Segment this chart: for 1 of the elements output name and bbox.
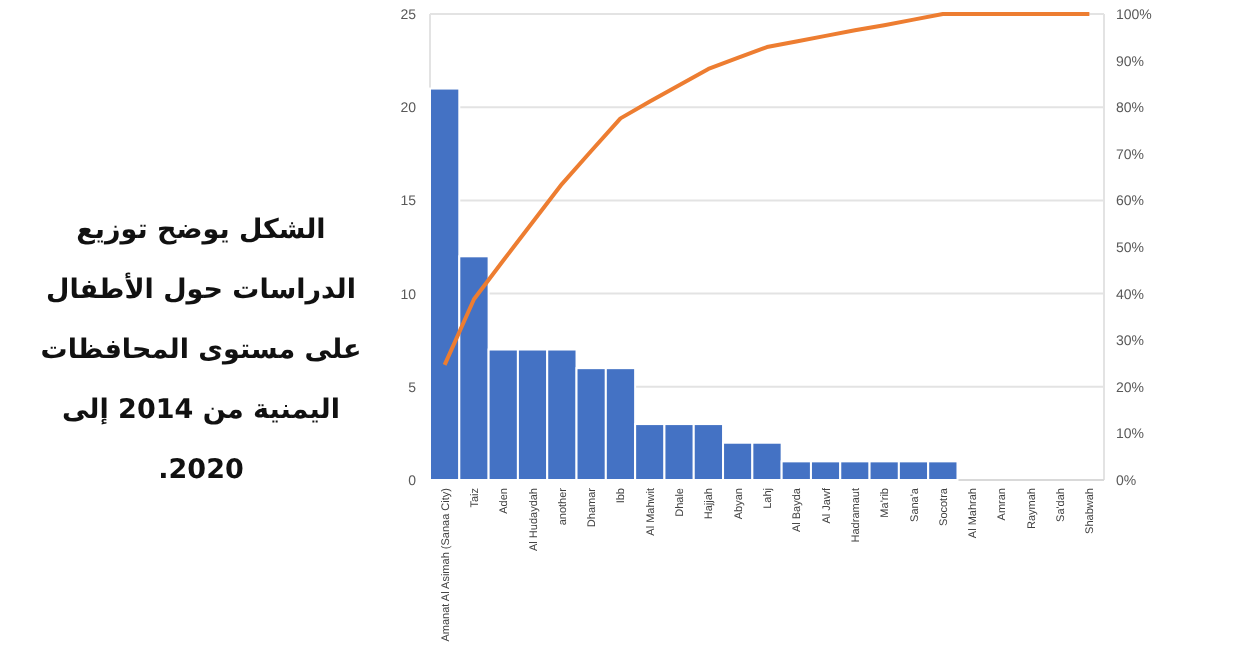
text: الشكل يوضح توزيع الدراسات حول الأطفال على مستوى المحافظات اليمنية من 2014 إلى 2020.	[38, 212, 364, 490]
